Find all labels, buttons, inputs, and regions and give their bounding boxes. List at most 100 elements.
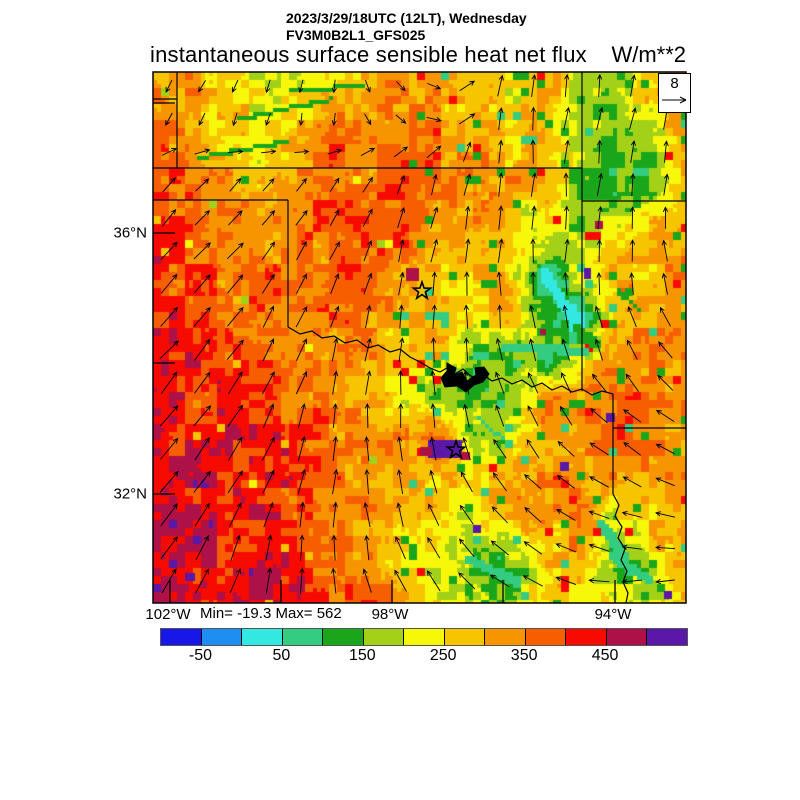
wind-arrow [497, 238, 504, 263]
wind-arrow [555, 543, 577, 553]
wind-arrow [621, 544, 643, 550]
wind-arrow [261, 149, 277, 155]
wind-arrow [497, 74, 504, 97]
wind-arrow [229, 177, 242, 192]
wind-arrow [262, 436, 275, 461]
wind-arrow [426, 570, 441, 592]
wind-arrow [228, 210, 243, 226]
star-marker [445, 438, 467, 460]
wind-arrow [555, 576, 577, 586]
wind-arrow [227, 149, 244, 155]
colorbar-tick-label: 250 [429, 647, 457, 664]
wind-arrow [426, 116, 442, 123]
reference-vector-box: 8 [658, 73, 691, 113]
wind-arrow [296, 273, 307, 294]
colorbar-segment [566, 629, 607, 645]
wind-arrow [332, 501, 338, 528]
wind-arrow [596, 106, 604, 131]
wind-arrow [561, 338, 571, 361]
wind-arrow [262, 305, 274, 328]
wind-arrow [165, 79, 173, 93]
wind-arrow [597, 205, 603, 230]
wind-arrow [563, 172, 569, 197]
wind-arrow [195, 568, 209, 594]
wind-arrow [396, 81, 406, 92]
wind-arrow [162, 209, 177, 227]
wind-arrow [261, 241, 276, 260]
colorbar-tick-label: -50 [188, 647, 213, 664]
wind-arrow [597, 139, 603, 164]
wind-arrow [459, 504, 474, 525]
wind-arrow [160, 241, 178, 260]
wind-arrow [297, 468, 307, 495]
wind-arrow [397, 370, 404, 395]
wind-arrow [589, 442, 609, 456]
wind-arrow [364, 79, 371, 93]
wind-arrow [524, 507, 542, 523]
colorbar-segment [161, 629, 202, 645]
wind-arrow [364, 337, 372, 362]
wind-arrow [561, 371, 572, 394]
colorbar-tick-label: 350 [510, 647, 538, 664]
wind-arrow [231, 79, 239, 93]
wind-arrow [331, 112, 337, 127]
colorbar-segment [282, 629, 324, 645]
wind-arrow [658, 341, 673, 359]
wind-arrow [193, 306, 211, 327]
colorbar-segment [404, 629, 445, 645]
wind-arrow [364, 468, 370, 495]
wind-arrow [198, 112, 206, 127]
wind-arrow [398, 402, 404, 429]
wind-arrow [395, 535, 406, 560]
wind-arrow [296, 241, 307, 261]
wind-arrow [495, 337, 504, 362]
wind-arrow [364, 113, 372, 126]
wind-arrows-layer [159, 73, 676, 594]
wind-arrow [296, 177, 307, 192]
wind-arrow [493, 438, 507, 459]
wind-arrow [161, 148, 178, 156]
wind-arrow [159, 470, 179, 493]
wind-arrow [564, 238, 570, 263]
wind-arrow [489, 574, 510, 588]
wind-arrow [426, 145, 442, 159]
wind-arrow [229, 502, 242, 527]
colorbar-segment [363, 629, 405, 645]
wind-arrow [498, 205, 504, 230]
wind-arrow [261, 210, 276, 226]
page-title: instantaneous surface sensible heat net … [150, 42, 587, 67]
colorbar-segment [485, 629, 526, 645]
wind-arrow [360, 147, 376, 156]
wind-arrow [228, 436, 243, 461]
minmax-label: Min= -19.3 Max= 562 [200, 605, 342, 622]
wind-arrow [588, 476, 609, 488]
wind-arrow [232, 112, 238, 127]
red-river-line [287, 326, 614, 396]
wind-arrow [227, 274, 244, 294]
wind-arrow [497, 304, 503, 329]
wind-arrow [655, 477, 675, 487]
wind-arrow [194, 437, 210, 461]
wind-arrow [329, 241, 340, 261]
wind-arrow [332, 468, 339, 495]
wind-arrow [363, 501, 371, 528]
lon-label: 98°W [371, 606, 409, 623]
wind-arrow [396, 174, 406, 195]
wind-arrow [530, 172, 537, 197]
wind-arrow [629, 272, 635, 295]
wind-arrow [394, 569, 407, 592]
wind-arrow [294, 149, 310, 155]
wind-arrow [226, 242, 244, 260]
wind-arrow [330, 305, 340, 328]
wind-arrow [365, 304, 372, 329]
wind-arrow [397, 436, 403, 461]
wind-arrow [557, 440, 575, 457]
wind-arrow [661, 272, 668, 295]
wind-arrow [295, 209, 308, 226]
wind-arrow [299, 534, 305, 561]
wind-arrow [659, 306, 671, 327]
colorbar-segment [242, 629, 283, 645]
star-marker [411, 279, 433, 301]
wind-arrow [495, 404, 505, 427]
